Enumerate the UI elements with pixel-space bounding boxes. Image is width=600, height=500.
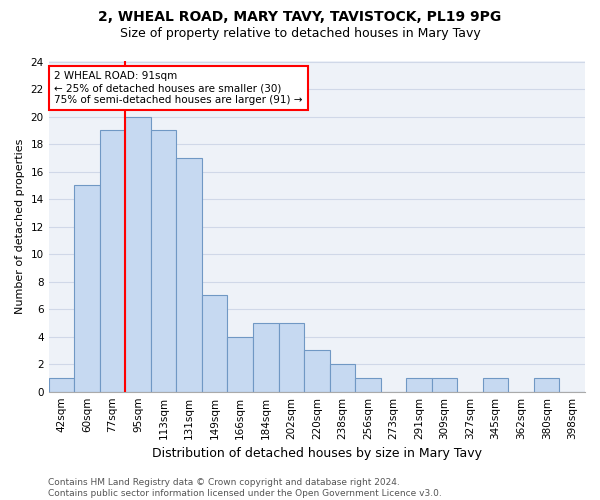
Bar [483, 378, 508, 392]
Bar [100, 130, 125, 392]
Bar [125, 116, 151, 392]
Text: Contains HM Land Registry data © Crown copyright and database right 2024.
Contai: Contains HM Land Registry data © Crown c… [48, 478, 442, 498]
Bar [406, 378, 432, 392]
Bar [278, 323, 304, 392]
Text: Size of property relative to detached houses in Mary Tavy: Size of property relative to detached ho… [119, 28, 481, 40]
Bar [432, 378, 457, 392]
Bar [304, 350, 329, 392]
Bar [74, 186, 100, 392]
X-axis label: Distribution of detached houses by size in Mary Tavy: Distribution of detached houses by size … [152, 447, 482, 460]
Bar [227, 336, 253, 392]
Y-axis label: Number of detached properties: Number of detached properties [15, 139, 25, 314]
Bar [355, 378, 380, 392]
Bar [329, 364, 355, 392]
Bar [49, 378, 74, 392]
Text: 2, WHEAL ROAD, MARY TAVY, TAVISTOCK, PL19 9PG: 2, WHEAL ROAD, MARY TAVY, TAVISTOCK, PL1… [98, 10, 502, 24]
Bar [202, 296, 227, 392]
Bar [534, 378, 559, 392]
Bar [151, 130, 176, 392]
Bar [253, 323, 278, 392]
Text: 2 WHEAL ROAD: 91sqm
← 25% of detached houses are smaller (30)
75% of semi-detach: 2 WHEAL ROAD: 91sqm ← 25% of detached ho… [54, 72, 302, 104]
Bar [176, 158, 202, 392]
